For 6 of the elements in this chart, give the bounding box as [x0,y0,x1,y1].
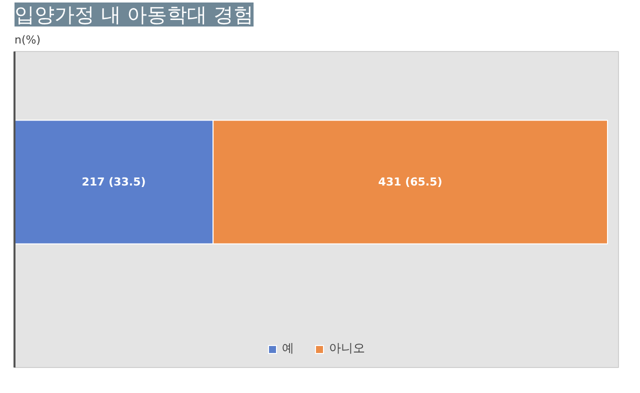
legend-label: 예 [282,340,295,357]
chart-title: 입양가정 내 아동학대 경험 [14,2,254,26]
data-label: 431 (65.5) [378,176,442,189]
legend-label: 아니오 [329,340,365,357]
data-label: 217 (33.5) [82,176,146,189]
y-axis-title: n(%) [14,34,41,46]
